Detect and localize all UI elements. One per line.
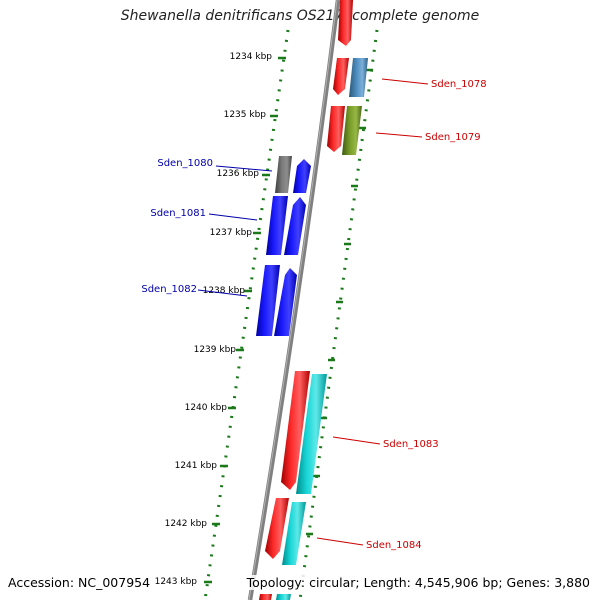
genome-summary-text: Topology: circular; Length: 4,545,906 bp… [246, 575, 590, 590]
label-sden-1083[interactable]: Sden_1083 [383, 439, 439, 450]
map-title: Shewanella denitrificans OS217, complete… [120, 8, 480, 24]
label-sden-1080[interactable]: Sden_1080 [157, 158, 213, 169]
tick-label-1242: 1242 kbp [165, 519, 208, 529]
map-band [208, 30, 377, 600]
label-sden-1078[interactable]: Sden_1078 [431, 79, 487, 90]
gene-red-1079a [327, 106, 345, 152]
label-sden-1081[interactable]: Sden_1081 [150, 208, 206, 219]
gene-blue-1080b [293, 159, 311, 193]
backbone-highlight [248, 0, 338, 600]
tick-label-1234: 1234 kbp [230, 52, 273, 62]
gene-cyan-bottom [276, 594, 291, 600]
tick-label-1239: 1239 kbp [194, 345, 237, 355]
gene-sden-1081[interactable] [266, 196, 288, 255]
gene-blue-1082b [274, 268, 297, 336]
tick-label-1236: 1236 kbp [217, 169, 260, 179]
gene-blue-1081b [284, 197, 306, 255]
gene-red-1084a [265, 498, 289, 559]
label-sden-1079[interactable]: Sden_1079 [425, 132, 481, 143]
gene-sden-1083[interactable] [296, 374, 327, 494]
gene-red-top [338, 0, 353, 46]
tick-marks-right [306, 68, 373, 536]
tick-label-1237: 1237 kbp [210, 228, 253, 238]
backbone [247, 0, 341, 600]
gene-sden-1080[interactable] [275, 156, 292, 193]
gene-sden-1079[interactable] [342, 106, 362, 155]
tick-marks-left [204, 56, 286, 584]
ruler-left [203, 29, 290, 600]
gene-sden-1078[interactable] [349, 58, 368, 97]
connector-sden-1081 [208, 213, 258, 221]
accession-text: Accession: NC_007954 [8, 575, 151, 590]
gene-red-1077 [333, 58, 349, 95]
tick-label-1241: 1241 kbp [175, 461, 218, 471]
gene-red-bottom [259, 594, 272, 600]
tick-label-1243: 1243 kbp [155, 577, 198, 587]
connector-sden-1082 [197, 289, 248, 297]
connector-sden-1080 [215, 165, 273, 172]
tick-label-1235: 1235 kbp [224, 110, 267, 120]
tick-label-1238: 1238 kbp [203, 286, 246, 296]
gene-sden-1084[interactable] [282, 502, 306, 565]
gene-red-1083a [281, 371, 310, 490]
label-sden-1082[interactable]: Sden_1082 [141, 284, 197, 295]
connector-sden-1079 [375, 132, 423, 138]
connector-sden-1084 [316, 537, 364, 546]
connector-sden-1078 [381, 78, 429, 85]
label-sden-1084[interactable]: Sden_1084 [366, 540, 422, 551]
tick-label-1240: 1240 kbp [185, 403, 228, 413]
gene-sden-1082[interactable] [256, 265, 280, 336]
connector-sden-1083 [332, 436, 381, 445]
